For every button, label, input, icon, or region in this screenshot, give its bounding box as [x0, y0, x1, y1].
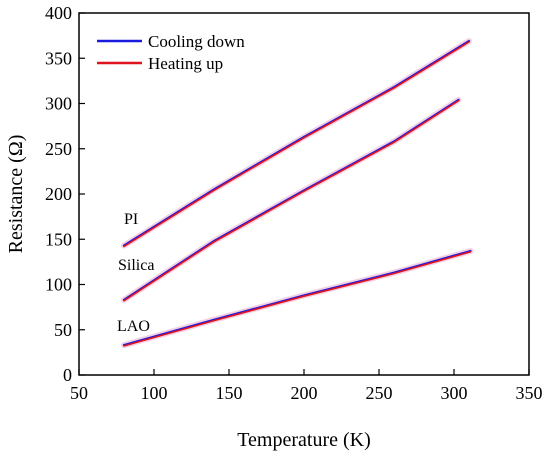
y-axis-ticks: 0 50 100 150 200 250 300 350 400	[45, 3, 85, 385]
x-tick-label: 200	[291, 383, 318, 403]
x-axis-ticks: 50 100 150 200 250 300 350	[70, 369, 543, 403]
y-tick-label: 300	[45, 94, 72, 114]
legend: Cooling down Heating up	[97, 32, 245, 73]
line-heating-up-silica	[123, 99, 460, 302]
y-tick-label: 50	[54, 320, 72, 340]
curve-label-silica: Silica	[118, 257, 154, 274]
y-tick-label: 150	[45, 229, 72, 249]
y-axis-title: Resistance (Ω)	[5, 135, 27, 254]
y-tick-label: 0	[63, 365, 72, 385]
y-tick-label: 250	[45, 139, 72, 159]
x-tick-label: 300	[441, 383, 468, 403]
legend-label-heating-up: Heating up	[148, 54, 223, 73]
x-tick-label: 100	[141, 383, 168, 403]
plot-lines	[121, 38, 474, 349]
line-heating-up-lao	[123, 251, 472, 347]
x-tick-label: 250	[366, 383, 393, 403]
curve-label-pi: PI	[124, 211, 138, 228]
y-tick-label: 100	[45, 275, 72, 295]
y-tick-label: 400	[45, 3, 72, 23]
legend-label-cooling-down: Cooling down	[148, 32, 245, 51]
y-tick-label: 200	[45, 184, 72, 204]
line-heating-up-pi	[123, 41, 470, 248]
y-tick-label: 350	[45, 48, 72, 68]
x-tick-label: 50	[70, 383, 88, 403]
curve-label-lao: LAO	[117, 318, 150, 335]
x-tick-label: 350	[516, 383, 543, 403]
x-tick-label: 150	[216, 383, 243, 403]
x-axis-title: Temperature (K)	[237, 429, 371, 451]
